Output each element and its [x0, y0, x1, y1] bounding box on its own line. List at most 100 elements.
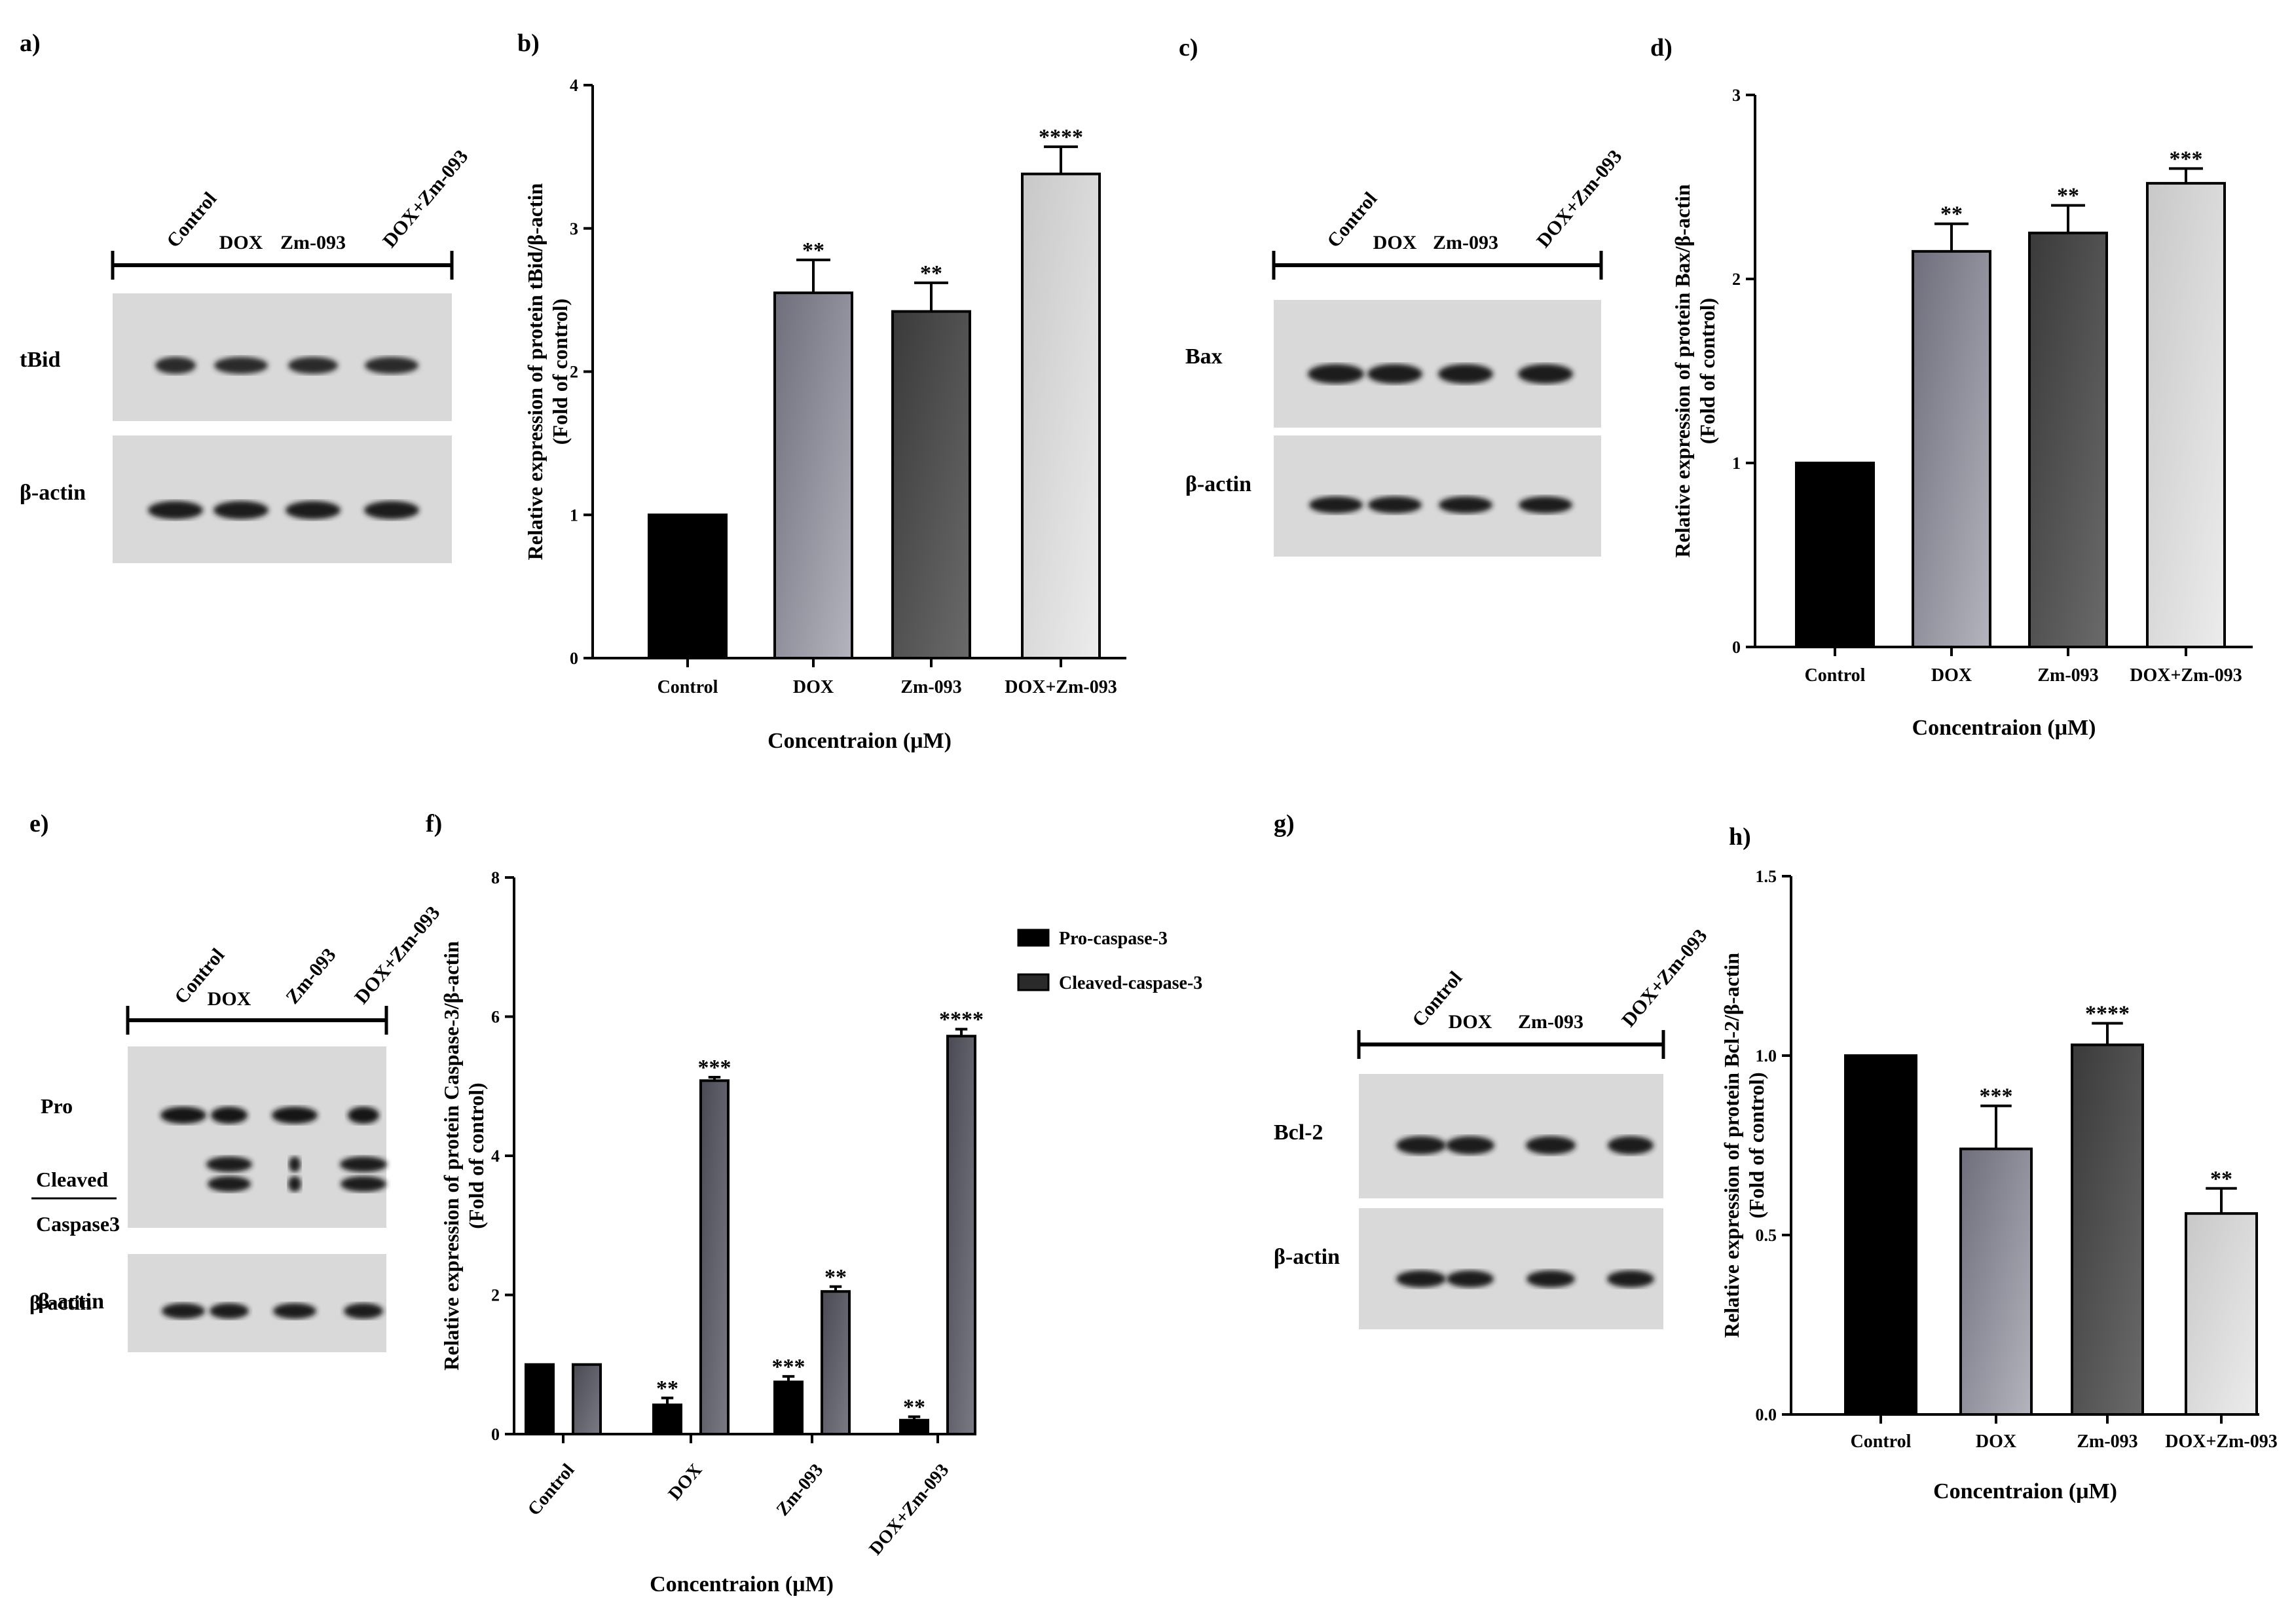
bar-pro	[773, 1380, 804, 1435]
blot-band	[1438, 364, 1493, 384]
blot-lane-label: DOX+Zm-093	[379, 146, 472, 252]
chart-panel-f: 0 2 4 6 8 Relative expression of protein Casp…	[439, 868, 1202, 1596]
blot-band	[341, 1176, 386, 1192]
x-tick-label: DOX+Zm-093	[1005, 677, 1117, 697]
x-tick-label: DOX	[665, 1460, 707, 1505]
significance-label: **	[656, 1376, 678, 1401]
bar	[1844, 1054, 1917, 1416]
blot-band	[365, 357, 418, 374]
y-tick-label: 0.0	[1756, 1405, 1777, 1424]
blot-band	[208, 1176, 251, 1192]
blot-band	[162, 1303, 205, 1319]
bar	[2028, 231, 2108, 648]
y-tick-label: 6	[491, 1008, 500, 1027]
blot-band	[160, 1107, 206, 1124]
blot-row-label: β-actin	[1185, 472, 1251, 496]
x-tick-label: Control	[524, 1460, 579, 1519]
bar	[2071, 1043, 2144, 1416]
blot-band	[1439, 496, 1492, 513]
y-tick-label: 4	[570, 76, 578, 95]
x-axis-label: Concentraion (μM)	[1933, 1479, 2117, 1504]
blot-band	[286, 501, 341, 519]
significance-label: **	[2210, 1167, 2232, 1191]
blot-band	[155, 357, 196, 374]
legend-label: Pro-caspase-3	[1059, 929, 1168, 949]
panel-letter-a: a)	[20, 29, 41, 57]
blot-lane-label: DOX+Zm-093	[1618, 925, 1711, 1031]
bar-pro	[899, 1418, 929, 1435]
blot-lane-label: Control	[162, 188, 221, 251]
blot-membrane	[128, 1254, 386, 1352]
blot-row-label: β-actin	[29, 1291, 92, 1314]
y-axis-label-secondary: (Fold of control)	[548, 299, 572, 445]
blot-row-label: β-actin	[38, 1289, 104, 1314]
blot-band	[344, 1303, 383, 1319]
x-tick-label: Control	[657, 677, 718, 697]
blot-row-label: Bax	[1185, 344, 1223, 369]
blot-lane-label: DOX+Zm-093	[1532, 146, 1626, 252]
panel-letter-c: c)	[1179, 34, 1198, 62]
x-tick-label: DOX+Zm-093	[2165, 1431, 2278, 1452]
bar	[891, 310, 971, 659]
significance-label: **	[920, 261, 942, 286]
y-tick-label: 3	[1732, 86, 1741, 105]
blot-band	[273, 1303, 316, 1319]
bar	[1959, 1147, 2033, 1416]
bar	[1912, 249, 1991, 649]
bar-pro	[525, 1363, 555, 1435]
y-tick-label: 3	[570, 219, 578, 238]
y-axis-label: Relative expression of protein Caspase-3…	[439, 941, 463, 1371]
y-tick-label: 8	[491, 868, 500, 887]
blot-band	[1308, 364, 1364, 384]
y-tick-label: 2	[491, 1286, 500, 1305]
blot-membrane	[113, 435, 452, 563]
x-tick-label: Zm-093	[2037, 665, 2098, 686]
x-tick-label: DOX	[1931, 665, 1972, 686]
blot-row-label: β-actin	[1274, 1245, 1340, 1269]
y-tick-label: 0	[1732, 638, 1741, 657]
significance-label: ****	[1039, 125, 1083, 149]
y-tick-label: 0	[491, 1425, 500, 1444]
blot-lane-label: DOX	[208, 988, 251, 1010]
blot-band	[288, 357, 338, 374]
significance-label: ****	[939, 1008, 984, 1032]
y-tick-label: 2	[1732, 270, 1741, 289]
legend-label: Cleaved-caspase-3	[1059, 973, 1202, 993]
blot-band	[213, 501, 268, 519]
blot-lane-label: Zm-093	[1433, 232, 1498, 253]
blot-membrane	[128, 1046, 386, 1228]
blot-band	[1519, 496, 1572, 513]
bar	[2146, 181, 2226, 648]
bar	[2185, 1212, 2258, 1416]
chart-panel-b: 0 1 2 3 4 Relative expression of protein tBid…	[523, 76, 1126, 753]
panel-letter-g: g)	[1274, 810, 1295, 838]
y-tick-label: 1	[1732, 454, 1741, 473]
bar	[773, 291, 853, 659]
blot-band	[1518, 364, 1573, 384]
blot-lane-label: DOX	[1449, 1011, 1492, 1033]
blot-band	[211, 1107, 248, 1124]
blot-band	[1607, 1270, 1654, 1287]
blot-band	[364, 501, 419, 519]
y-axis-label-secondary: (Fold of control)	[1745, 1072, 1768, 1218]
blot-lane-label: Zm-093	[282, 944, 341, 1008]
x-axis-label: Concentraion (μM)	[1912, 716, 2096, 740]
blot-membrane	[1359, 1208, 1663, 1329]
blot-membrane	[1274, 435, 1601, 557]
blot-band	[1367, 364, 1422, 384]
significance-label: ***	[2170, 147, 2203, 171]
chart-panel-h: 0.0 0.5 1.0 1.5 Relative expression of prote…	[1720, 867, 2278, 1504]
blot-lane-label: DOX+Zm-093	[350, 902, 444, 1008]
bar	[1021, 172, 1101, 659]
panel-letter-h: h)	[1729, 823, 1751, 851]
blot-row-label: tBid	[20, 348, 60, 372]
y-axis-label-secondary: (Fold of control)	[464, 1082, 488, 1228]
blot-band	[1526, 1136, 1576, 1154]
x-axis-label: Concentraion (μM)	[650, 1572, 834, 1596]
